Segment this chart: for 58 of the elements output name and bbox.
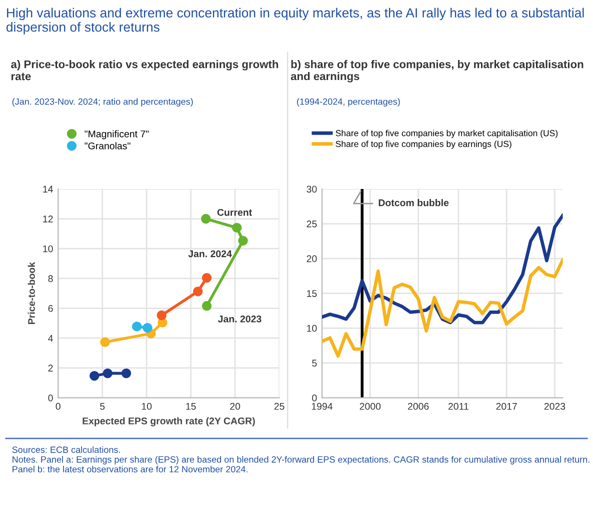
x-tick-label: 10 [142,402,152,410]
source-note: Sources: ECB calculations. [12,446,120,453]
legend-label: "Granolas" [84,142,130,150]
legend-label: Share of top five companies by earnings (US) [336,140,512,149]
x-tick-label: 0 [56,402,60,410]
x-tick-label: 15 [186,402,196,410]
chart-title: a) Price-to-book ratio vs expected earnings growth rate [11,60,278,80]
x-axis-title: Expected EPS growth rate (2Y CAGR) [82,417,255,426]
chart-subtitle: (Jan. 2023-Nov. 2024; ratio and percentages) [12,98,193,107]
y-tick-label: 4 [48,334,53,342]
point [90,370,100,381]
chart-title: b) share of top five companies, by market capitalisation and earnings [290,60,584,82]
point [142,322,152,333]
line-series [322,258,563,358]
annotation: Jan. 2024 [188,250,232,258]
y-tick-label: 14 [43,186,53,192]
y-axis-title: Price-to-book [28,262,35,324]
point [232,222,242,233]
annotation: Jan. 2023 [218,316,262,322]
x-tick-label: 1994 [312,402,333,410]
legend-label: "Magnificent 7" [84,130,149,140]
x-tick-label: 5 [100,402,105,410]
x-tick-label: 2006 [408,402,429,410]
point [238,236,248,246]
y-tick-label: 10 [307,324,317,332]
chart-subtitle: (1994-2024, percentages) [297,98,400,107]
y-tick-label: 15 [307,290,317,297]
y-tick-label: 8 [48,275,53,282]
x-tick-label: 2017 [496,402,517,410]
y-tick-label: 10 [43,245,53,252]
point [121,368,132,378]
ref-line-label: Dotcom bubble [378,199,449,206]
y-tick-label: 0 [48,394,53,402]
point [202,301,212,311]
y-tick-label: 6 [48,305,53,312]
point [201,214,211,224]
y-tick-label: 25 [306,220,317,228]
point [193,286,203,296]
text: Notes. Panel a: Earnings per share (EPS) are based on blended 2Y-forward EPS expectations. CAGR stands for cumulative gross annual return. Panel b: the latest observations are for 12 November 2024. [12,456,590,472]
point [156,310,166,320]
text: High valuations and extreme concentration in equity markets, as the AI rally has led to a substantial dispersion of stock returns [6,8,584,34]
annotation: Current [217,208,252,216]
y-tick-label: 0 [312,394,317,402]
x-tick-label: 2023 [544,402,566,410]
legend-label: Share of top five companies by market capitalisation (US) [336,130,558,138]
point [202,272,212,283]
y-tick-label: 12 [43,216,53,222]
x-tick-label: 2011 [448,402,468,410]
x-tick-label: 2000 [360,402,381,410]
y-tick-label: 30 [306,186,317,193]
x-tick-label: 20 [230,402,240,410]
y-tick-label: 2 [48,364,53,372]
y-tick-label: 5 [312,360,317,367]
x-tick-label: 25 [274,402,284,410]
point [102,368,113,378]
y-tick-label: 20 [306,255,317,262]
point [132,322,142,332]
point [100,337,110,347]
